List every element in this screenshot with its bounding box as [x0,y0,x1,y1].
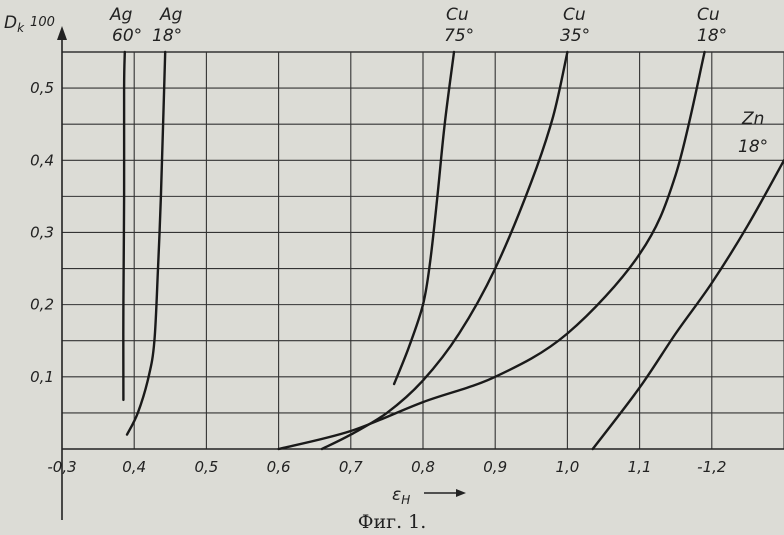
series-line-cu-4 [277,50,706,451]
series-line-ag-0 [122,50,126,402]
x-tick-label: 1,0 [555,458,579,476]
x-tick-label: 0,9 [483,458,507,476]
y-tick-label: 0,5 [30,79,54,97]
y-tick-label: 0,4 [30,151,54,169]
x-axis-title: εH [392,485,410,507]
x-tick-label: 0,6 [267,458,291,476]
y-tick-label: 0,3 [30,223,54,241]
x-tick-label: 0,4 [122,458,146,476]
series-temp-label: 35° [560,26,590,46]
series-line-cu-2 [392,50,456,386]
series-temp-label: 18° [738,137,768,157]
series-metal-label: Cu [697,5,720,25]
series-metal-label: Cu [446,5,469,25]
series-label-5: Zn 18° [738,109,768,157]
series-metal-label: Cu [563,5,586,25]
x-tick-label: 0,5 [194,458,218,476]
grid [62,51,784,449]
x-tick-label: 0,8 [411,458,435,476]
series-metal-label: Zn [741,109,764,129]
series-temp-label: 75° [444,26,474,46]
series-lines [122,50,784,451]
x-tick-label: 0,7 [339,458,363,476]
series-metal-label: Ag [159,5,183,25]
axes [57,26,784,520]
series-line-ag-1 [125,50,167,436]
series-line-zn-5 [591,159,784,451]
tick-labels: -0,3 0,4 0,5 0,6 0,7 0,8 0,9 1,0 1,1 -1,2 0,1 0,2 0,… [30,79,726,476]
series-temp-label: 60° [112,26,142,46]
series-temp-label: 18° [152,26,182,46]
series-temp-label: 18° [697,26,727,46]
series-metal-label: Ag [109,5,133,25]
y-axis-title: Dk 100 [4,13,55,35]
y-tick-label: 0,2 [30,296,54,314]
series-line-cu-3 [320,50,569,451]
y-tick-label: 0,1 [30,368,54,386]
x-tick-label: -0,3 [47,458,76,476]
x-axis-title-arrow [424,489,466,497]
x-tick-label: 1,1 [628,458,652,476]
y-axis-arrow [57,26,67,40]
x-tick-label: -1,2 [697,458,726,476]
figure-caption: Фиг. 1. [358,511,427,533]
